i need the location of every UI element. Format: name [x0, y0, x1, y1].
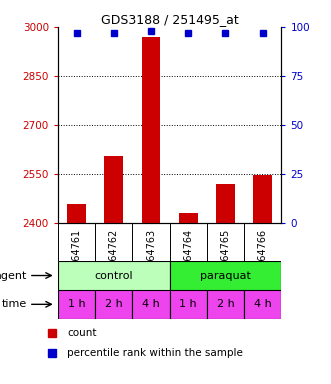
- Text: GSM264762: GSM264762: [109, 228, 119, 288]
- Text: GSM264765: GSM264765: [220, 228, 230, 288]
- Bar: [67, 204, 86, 223]
- Text: 2 h: 2 h: [216, 299, 234, 310]
- Bar: [179, 213, 198, 223]
- Bar: [132, 290, 169, 319]
- Bar: [207, 290, 244, 319]
- Text: GSM264766: GSM264766: [258, 228, 268, 288]
- Bar: [58, 290, 95, 319]
- Text: 4 h: 4 h: [142, 299, 160, 310]
- Text: count: count: [67, 328, 97, 338]
- Text: 1 h: 1 h: [179, 299, 197, 310]
- Bar: [58, 261, 169, 290]
- Text: GSM264764: GSM264764: [183, 228, 193, 288]
- Bar: [142, 37, 160, 223]
- Bar: [105, 156, 123, 223]
- Bar: [216, 184, 235, 223]
- Text: GSM264761: GSM264761: [71, 228, 81, 288]
- Text: percentile rank within the sample: percentile rank within the sample: [67, 348, 243, 358]
- Text: agent: agent: [0, 270, 26, 281]
- Bar: [169, 290, 207, 319]
- Bar: [254, 175, 272, 223]
- Text: 2 h: 2 h: [105, 299, 123, 310]
- Bar: [169, 261, 281, 290]
- Text: paraquat: paraquat: [200, 270, 251, 281]
- Bar: [95, 290, 132, 319]
- Text: time: time: [1, 299, 26, 310]
- Bar: [244, 290, 281, 319]
- Text: control: control: [94, 270, 133, 281]
- Text: GSM264763: GSM264763: [146, 228, 156, 288]
- Title: GDS3188 / 251495_at: GDS3188 / 251495_at: [101, 13, 239, 26]
- Text: 4 h: 4 h: [254, 299, 272, 310]
- Text: 1 h: 1 h: [68, 299, 85, 310]
